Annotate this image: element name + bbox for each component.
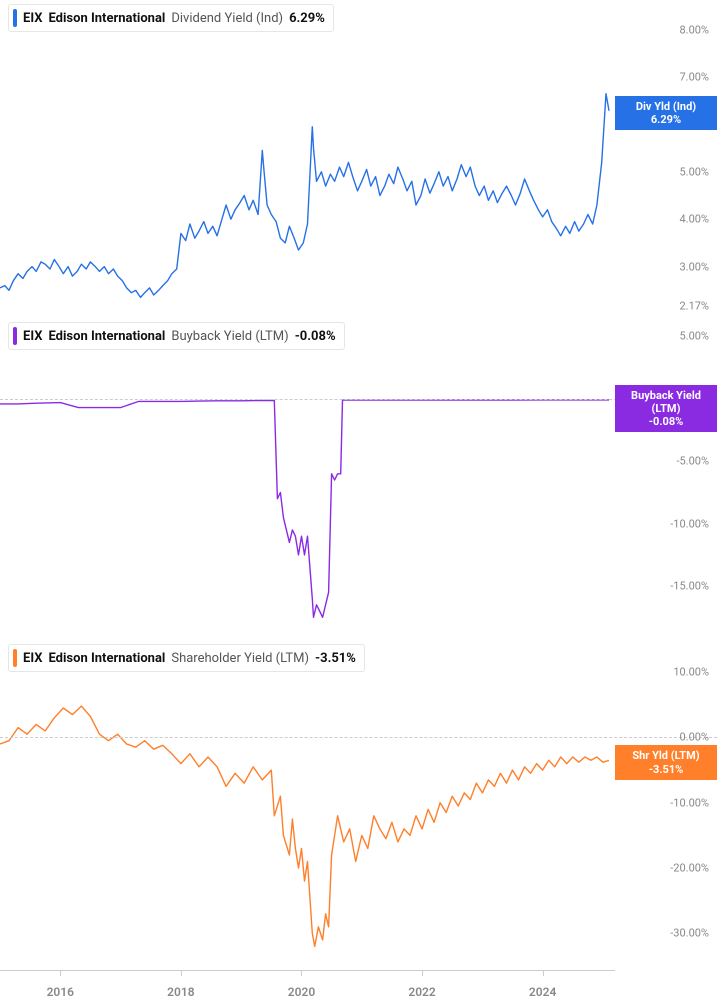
legend-dividend[interactable]: EIX Edison International Dividend Yield (I… (8, 4, 334, 32)
x-axis-tick-mark (181, 970, 182, 976)
value-label-metric: Shr Yld (LTM) (621, 749, 711, 762)
chart-panel-dividend: 2.17%3.00%4.00%5.00%6.00%7.00%8.00%Div Y… (0, 0, 717, 318)
zero-line (0, 399, 717, 400)
legend-color-bar (13, 9, 17, 27)
current-value-label-shareholder: Shr Yld (LTM)-3.51% (615, 745, 717, 779)
legend-value: -3.51% (315, 651, 356, 666)
legend-value: -0.08% (295, 329, 336, 344)
x-axis-tick-mark (60, 970, 61, 976)
legend-metric: Dividend Yield (Ind) (171, 11, 283, 26)
y-tick-label: -5.00% (676, 455, 709, 468)
y-tick-label: 2.17% (679, 299, 709, 312)
y-tick-label: -20.00% (670, 862, 709, 875)
current-value-label-dividend: Div Yld (Ind)6.29% (615, 96, 717, 130)
value-label-metric: Div Yld (Ind) (621, 100, 711, 113)
legend-ticker: EIX (23, 651, 42, 666)
x-axis-tick-label: 2024 (529, 985, 556, 999)
legend-buyback[interactable]: EIX Edison International Buyback Yield (LT… (8, 322, 345, 350)
y-tick-label: -10.00% (670, 517, 709, 530)
x-axis-line (0, 970, 615, 971)
legend-color-bar (13, 327, 17, 345)
y-tick-label: 3.00% (679, 260, 709, 273)
series-line-dividend (0, 0, 615, 318)
legend-shareholder[interactable]: EIX Edison International Shareholder Yield… (8, 644, 365, 672)
zero-line (0, 737, 717, 738)
legend-metric: Buyback Yield (LTM) (171, 329, 288, 344)
legend-value: 6.29% (289, 11, 325, 26)
series-line-shareholder (0, 640, 615, 970)
value-label-metric: Buyback Yield (LTM) (621, 389, 711, 415)
legend-ticker: EIX (23, 11, 42, 26)
chart-panel-shareholder: 10.00% 0.00% -10.00% -20.00% -30.00% Shr Yld … (0, 640, 717, 970)
series-line-buyback (0, 318, 615, 640)
x-axis-tick-mark (422, 970, 423, 976)
y-tick-label: 7.00% (679, 71, 709, 84)
y-tick-label: 8.00% (679, 23, 709, 36)
y-tick-label: -30.00% (670, 927, 709, 940)
x-axis-tick-mark (543, 970, 544, 976)
y-tick-label: 10.00% (673, 666, 709, 679)
legend-name: Edison International (48, 11, 165, 26)
value-label-number: -0.08% (621, 415, 711, 428)
y-tick-label: 4.00% (679, 213, 709, 226)
x-axis-tick-label: 2018 (167, 985, 194, 999)
legend-name: Edison International (48, 651, 165, 666)
x-axis-tick-label: 2020 (288, 985, 315, 999)
y-tick-label: 0.00% (679, 731, 709, 744)
legend-ticker: EIX (23, 329, 42, 344)
x-axis-tick-label: 2022 (408, 985, 435, 999)
current-value-label-buyback: Buyback Yield (LTM)-0.08% (615, 385, 717, 433)
legend-metric: Shareholder Yield (LTM) (171, 651, 309, 666)
legend-name: Edison International (48, 329, 165, 344)
y-tick-label: -15.00% (670, 580, 709, 593)
y-tick-label: -10.00% (670, 796, 709, 809)
x-axis-tick-mark (301, 970, 302, 976)
y-tick-label: 5.00% (679, 330, 709, 343)
value-label-number: 6.29% (621, 113, 711, 126)
legend-color-bar (13, 649, 17, 667)
chart-panel-buyback: 5.00%0.00%-5.00%-10.00%-15.00%Buyback Yi… (0, 318, 717, 640)
y-tick-label: 5.00% (679, 165, 709, 178)
x-axis-tick-label: 2016 (47, 985, 74, 999)
value-label-number: -3.51% (621, 763, 711, 776)
